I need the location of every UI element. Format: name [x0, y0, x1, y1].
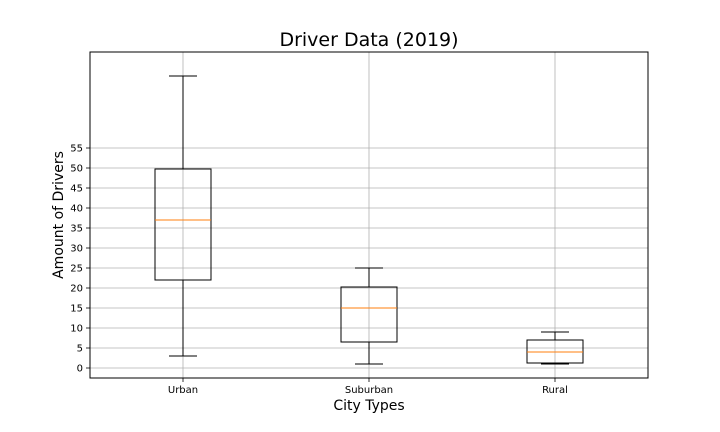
y-tick-label: 10: [70, 324, 83, 335]
y-tick-label: 40: [70, 204, 83, 215]
y-axis-label: Amount of Drivers: [51, 151, 67, 279]
x-tick-label: Urban: [168, 385, 198, 396]
x-axis-label: City Types: [333, 398, 404, 414]
grid-layer: [90, 52, 648, 378]
boxes-layer: [154, 75, 584, 365]
box-suburban: [340, 267, 398, 365]
x-tick-label: Rural: [542, 385, 568, 396]
box-rural: [526, 331, 584, 365]
y-tick-label: 25: [70, 264, 83, 275]
box-iqr: [340, 286, 398, 343]
chart-title: Driver Data (2019): [279, 29, 458, 51]
y-tick-label: 55: [70, 144, 83, 155]
y-tick-label: 20: [70, 284, 83, 295]
y-tick-label: 50: [70, 164, 83, 175]
y-tick-label: 45: [70, 184, 83, 195]
x-axis-ticks: Urban Suburban Rural: [168, 378, 568, 396]
y-tick-label: 0: [77, 364, 83, 375]
y-tick-label: 30: [70, 244, 83, 255]
y-axis-ticks: 0 5 10 15 20 25 30 35 40 45 50 55: [70, 144, 90, 375]
y-tick-label: 5: [77, 344, 83, 355]
y-tick-label: 15: [70, 304, 83, 315]
box-iqr: [154, 168, 212, 281]
x-tick-label: Suburban: [345, 385, 393, 396]
box-urban: [154, 75, 212, 357]
y-tick-label: 35: [70, 224, 83, 235]
